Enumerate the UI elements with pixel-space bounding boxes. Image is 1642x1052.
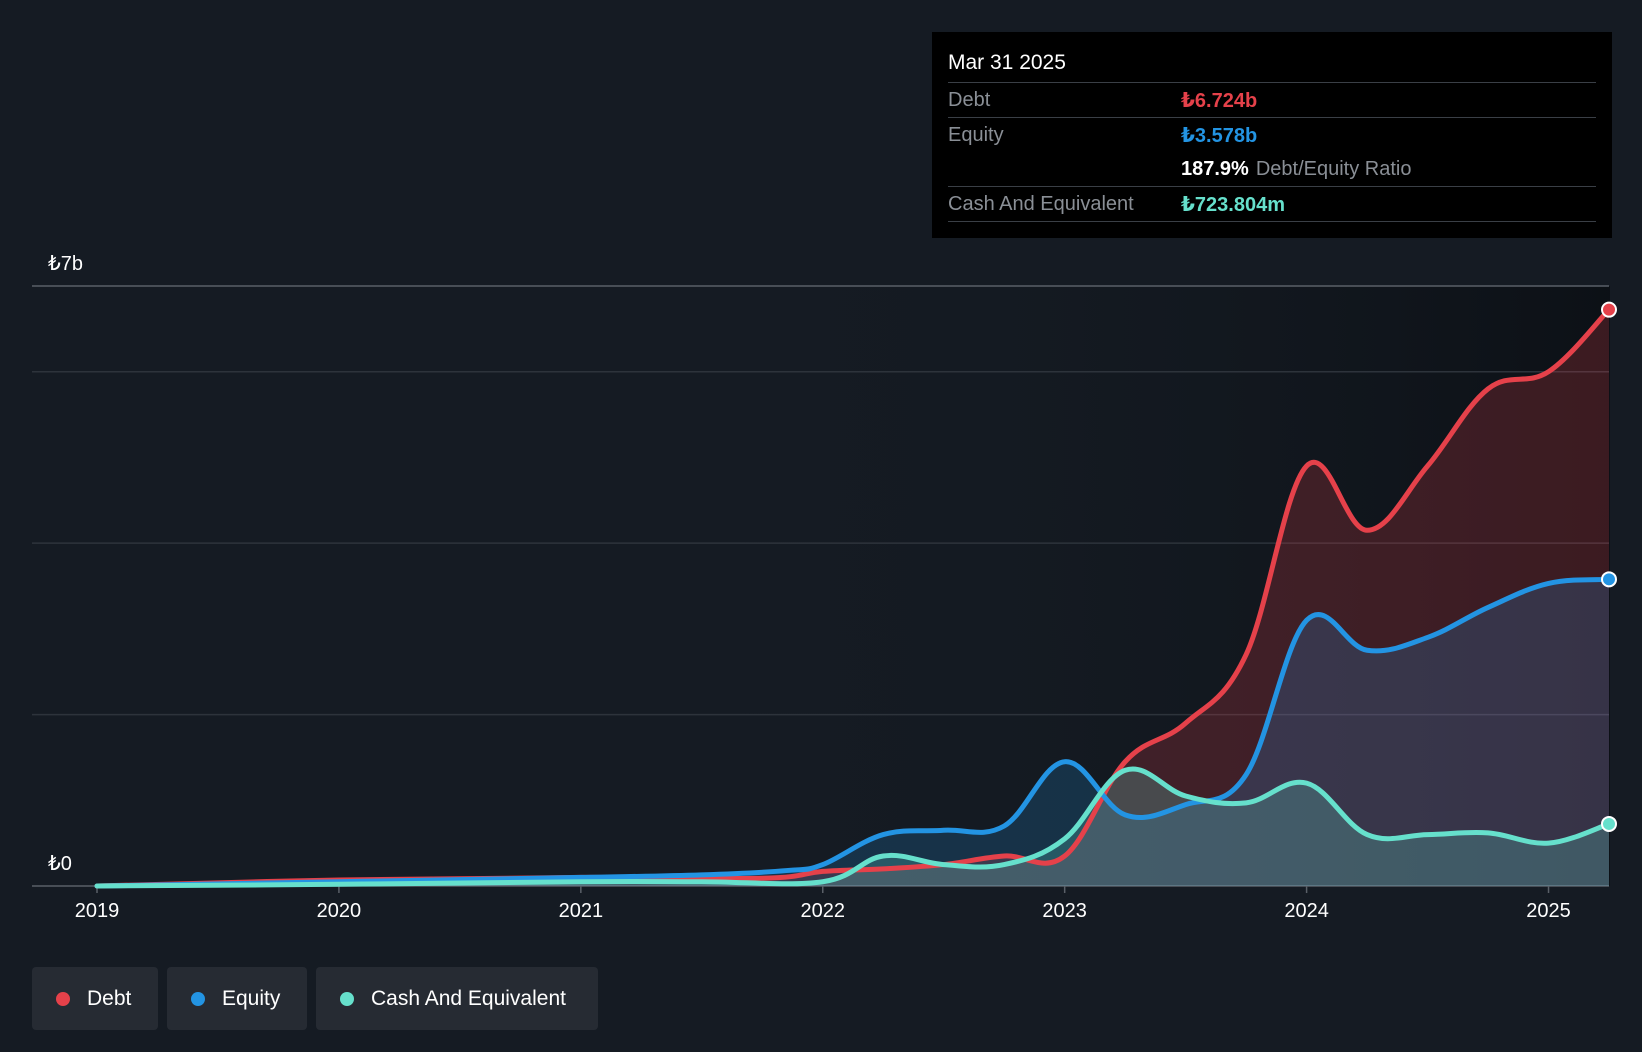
- cash-end-marker: [1601, 815, 1617, 832]
- tooltip-cash-value: ₺723.804m: [1181, 193, 1285, 216]
- cash-area: [97, 768, 1609, 886]
- legend-debt-dot-icon: [56, 991, 70, 1006]
- tooltip-equity-value: ₺3.578b: [1181, 124, 1258, 147]
- tooltip-cash-label: Cash And Equivalent: [948, 192, 1134, 215]
- tooltip-row-equity: Equity ₺3.578b: [948, 117, 1596, 152]
- x-tick-label: 2023: [1042, 900, 1087, 922]
- legend-cash-dot-icon: [340, 991, 354, 1006]
- y-axis-top-label: ₺7b: [48, 253, 83, 275]
- x-tick-label: 2025: [1526, 900, 1571, 922]
- legend-cash-label: Cash And Equivalent: [371, 986, 566, 1010]
- tooltip-debt-value: ₺6.724b: [1181, 89, 1258, 112]
- equity-end-marker: [1601, 571, 1617, 588]
- x-tick-label: 2019: [74, 900, 120, 922]
- x-tick-label: 2020: [316, 900, 362, 922]
- legend-item-debt[interactable]: Debt: [32, 967, 158, 1030]
- debt-end-marker: [1601, 301, 1617, 318]
- debt-area: [97, 309, 1609, 887]
- tooltip-debt-label: Debt: [948, 88, 991, 111]
- legend-item-equity[interactable]: Equity: [167, 967, 307, 1030]
- equity-line: [94, 576, 1612, 889]
- equity-area: [97, 579, 1609, 886]
- tooltip-ratio-label: Debt/Equity Ratio: [1255, 157, 1412, 180]
- x-tick-label: 2021: [558, 900, 604, 922]
- tooltip-equity-label: Equity: [948, 123, 1004, 146]
- legend-debt-label: Debt: [87, 986, 132, 1010]
- y-axis-bottom-label: ₺0: [48, 853, 72, 875]
- cash-line: [94, 766, 1612, 889]
- x-tick-label: 2022: [800, 900, 846, 922]
- legend: Debt Equity Cash And Equivalent: [32, 967, 598, 1030]
- legend-item-cash[interactable]: Cash And Equivalent: [316, 967, 598, 1030]
- chart-highlight-region: [700, 286, 1610, 886]
- legend-equity-dot-icon: [191, 991, 205, 1006]
- tooltip-date: Mar 31 2025: [948, 51, 1066, 74]
- tooltip-row-cash: Cash And Equivalent ₺723.804m: [948, 186, 1596, 222]
- tooltip-row-debt: Debt ₺6.724b: [948, 82, 1596, 117]
- legend-equity-label: Equity: [222, 986, 281, 1010]
- tooltip: Mar 31 2025 Debt ₺6.724b Equity ₺3.578b …: [932, 32, 1612, 238]
- tooltip-ratio-value: 187.9%: [1181, 157, 1249, 180]
- tooltip-row-ratio: 187.9% Debt/Equity Ratio: [948, 152, 1596, 186]
- x-tick-label: 2024: [1284, 900, 1329, 922]
